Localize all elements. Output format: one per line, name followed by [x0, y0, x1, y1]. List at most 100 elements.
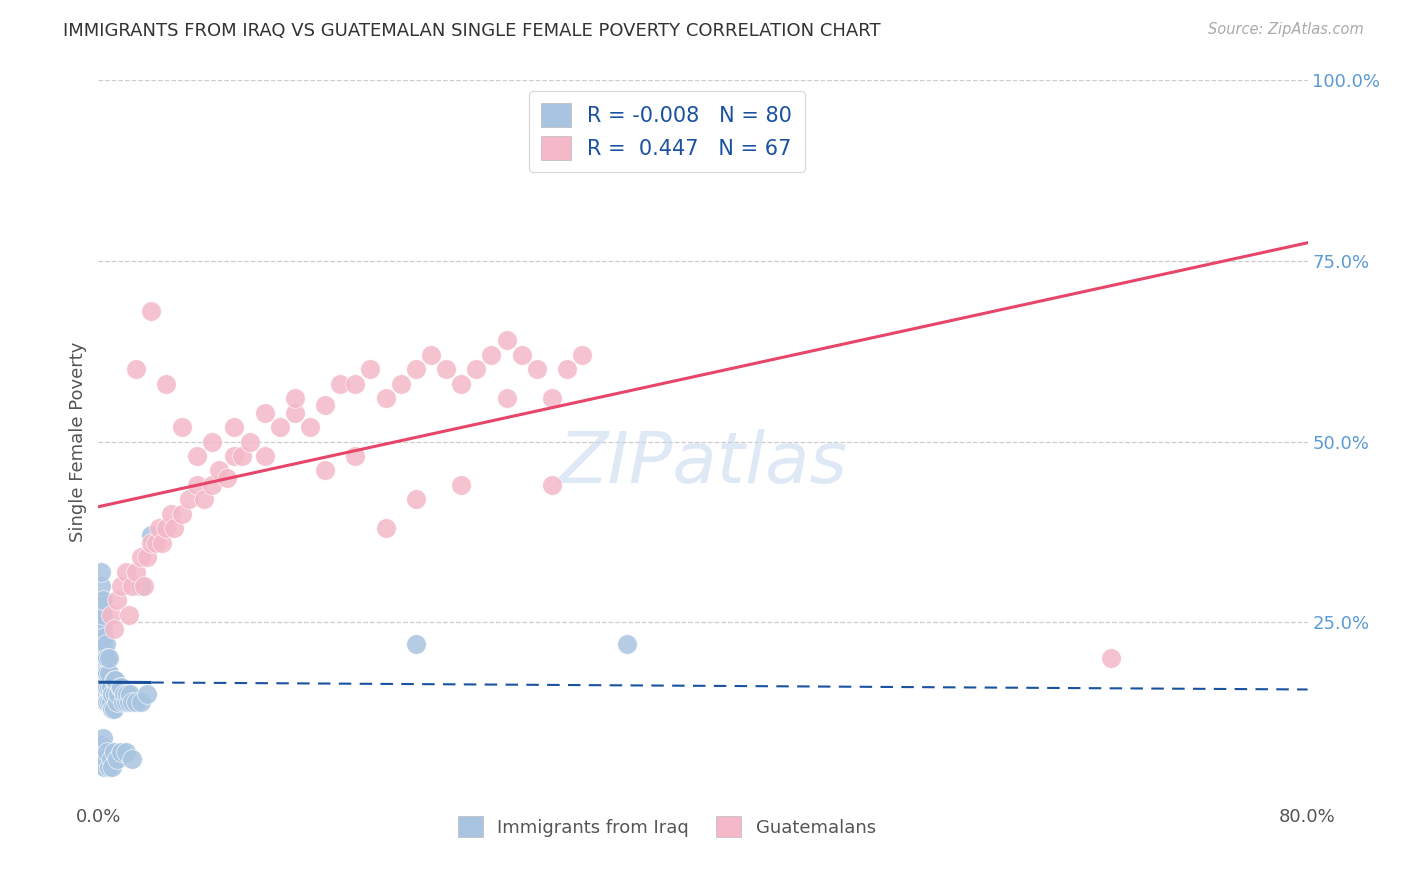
Point — [91, 637, 114, 651]
Point — [129, 550, 152, 565]
Point — [93, 630, 115, 644]
Point — [93, 687, 115, 701]
Point — [186, 478, 208, 492]
Point — [450, 376, 472, 391]
Point — [98, 665, 121, 680]
Point — [132, 579, 155, 593]
Text: ZIPatlas: ZIPatlas — [558, 429, 848, 498]
Point — [89, 623, 111, 637]
Point — [201, 434, 224, 449]
Point — [93, 673, 115, 687]
Point — [193, 492, 215, 507]
Point — [107, 687, 129, 701]
Point — [344, 376, 367, 391]
Point — [405, 637, 427, 651]
Point — [110, 745, 132, 759]
Point — [93, 644, 115, 658]
Point — [94, 680, 117, 694]
Point — [120, 687, 142, 701]
Point — [118, 695, 141, 709]
Point — [141, 528, 163, 542]
Point — [374, 391, 396, 405]
Point — [121, 695, 143, 709]
Point — [420, 348, 443, 362]
Point — [114, 695, 136, 709]
Point — [224, 449, 246, 463]
Point — [94, 665, 117, 680]
Point — [90, 607, 112, 622]
Point — [314, 398, 336, 412]
Point — [96, 680, 118, 694]
Point — [96, 745, 118, 759]
Point — [94, 695, 117, 709]
Point — [360, 362, 382, 376]
Point — [239, 434, 262, 449]
Point — [329, 376, 352, 391]
Point — [103, 745, 125, 759]
Point — [90, 565, 112, 579]
Point — [129, 695, 152, 709]
Point — [91, 607, 114, 622]
Point — [141, 304, 163, 318]
Point — [91, 593, 114, 607]
Point — [104, 673, 127, 687]
Point — [89, 651, 111, 665]
Point — [150, 535, 173, 549]
Point — [91, 680, 114, 694]
Point — [434, 362, 457, 376]
Point — [91, 651, 114, 665]
Point — [135, 687, 157, 701]
Point — [555, 362, 578, 376]
Point — [89, 637, 111, 651]
Point — [495, 391, 517, 405]
Point — [90, 637, 112, 651]
Point — [314, 463, 336, 477]
Point — [90, 665, 112, 680]
Point — [110, 579, 132, 593]
Point — [1099, 651, 1122, 665]
Point — [101, 760, 124, 774]
Point — [103, 702, 125, 716]
Point — [284, 391, 307, 405]
Point — [94, 752, 117, 766]
Point — [112, 687, 135, 701]
Point — [129, 579, 152, 593]
Point — [170, 507, 193, 521]
Point — [465, 362, 488, 376]
Point — [93, 658, 115, 673]
Point — [155, 376, 177, 391]
Point — [103, 673, 125, 687]
Point — [495, 334, 517, 348]
Point — [114, 745, 136, 759]
Point — [284, 406, 307, 420]
Point — [98, 651, 121, 665]
Point — [89, 752, 111, 766]
Point — [540, 391, 562, 405]
Point — [121, 579, 143, 593]
Point — [179, 492, 201, 507]
Point — [374, 521, 396, 535]
Point — [110, 680, 132, 694]
Point — [96, 665, 118, 680]
Point — [526, 362, 548, 376]
Point — [98, 680, 121, 694]
Point — [91, 731, 114, 745]
Text: IMMIGRANTS FROM IRAQ VS GUATEMALAN SINGLE FEMALE POVERTY CORRELATION CHART: IMMIGRANTS FROM IRAQ VS GUATEMALAN SINGL… — [63, 22, 882, 40]
Point — [135, 550, 157, 565]
Point — [105, 593, 128, 607]
Point — [105, 752, 128, 766]
Point — [125, 565, 148, 579]
Point — [91, 623, 114, 637]
Point — [269, 420, 291, 434]
Text: Source: ZipAtlas.com: Source: ZipAtlas.com — [1208, 22, 1364, 37]
Point — [224, 420, 246, 434]
Point — [89, 593, 111, 607]
Point — [118, 607, 141, 622]
Point — [91, 665, 114, 680]
Point — [125, 695, 148, 709]
Point — [96, 695, 118, 709]
Point — [571, 348, 593, 362]
Point — [148, 521, 170, 535]
Point — [111, 695, 134, 709]
Point — [481, 348, 503, 362]
